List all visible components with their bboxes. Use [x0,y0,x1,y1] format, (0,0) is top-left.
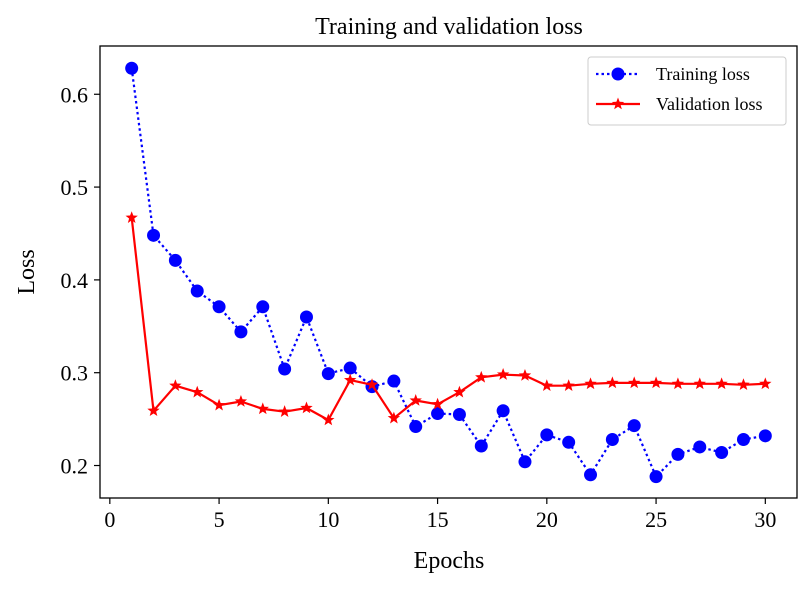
x-axis-label: Epochs [414,548,485,574]
validation-loss-point [518,368,532,381]
training-loss-point [540,428,554,442]
validation-loss-point [125,211,138,223]
validation-loss-point [453,385,466,398]
plot-marks [125,61,772,484]
training-loss-point [125,61,139,75]
training-loss-point [452,407,466,421]
x-tick-label: 25 [645,507,667,532]
validation-loss-point [191,385,204,398]
validation-loss-point [606,376,619,389]
validation-loss-line [130,217,766,422]
training-loss-point [190,284,204,298]
training-loss-point [584,468,598,482]
training-loss-point [671,447,685,461]
validation-loss-point [212,398,226,411]
validation-loss-point [737,378,750,391]
y-tick-label: 0.3 [61,361,89,386]
training-loss-point [168,253,182,267]
training-loss-point [605,433,619,447]
x-tick-label: 0 [104,507,115,532]
validation-loss-point [628,376,641,389]
training-loss-point [758,429,772,443]
legend-validation-marker [611,97,625,110]
x-axis-ticks: 0 5 10 15 20 25 30 [104,498,776,532]
y-tick-label: 0.4 [61,268,89,293]
training-loss-point [627,419,641,433]
validation-loss-point [475,370,488,383]
legend-training-marker [611,67,625,81]
plot-area-frame [99,45,798,499]
training-loss-point [278,362,292,376]
y-axis-label: Loss [14,249,40,294]
training-loss-point [736,433,750,447]
training-loss-point [387,374,401,388]
validation-loss-point [409,394,422,406]
training-loss-line [130,68,766,478]
training-loss-point [474,439,488,453]
training-loss-point [562,435,576,449]
legend-training-label: Training loss [656,64,750,84]
y-tick-label: 0.5 [61,175,89,200]
training-loss-point [431,407,445,421]
validation-loss-point [344,373,357,386]
validation-loss-point [256,402,269,415]
validation-loss-point [365,378,379,391]
training-loss-point [256,300,270,314]
training-loss-point [147,228,161,242]
validation-loss-point [322,413,335,426]
legend: Training loss Validation loss [587,56,787,126]
validation-loss-point [759,377,772,390]
training-loss-point [234,325,248,339]
validation-loss-point [169,379,182,391]
chart-title: Training and validation loss [315,14,583,40]
legend-box [587,56,787,126]
training-loss-point [343,361,357,375]
validation-loss-point [431,397,444,410]
training-loss-point [409,420,423,434]
x-tick-label: 30 [754,507,776,532]
validation-loss-point [496,368,510,380]
validation-loss-point [562,379,575,391]
training-loss-point [496,404,510,418]
y-tick-label: 0.6 [61,82,89,107]
validation-loss-point [234,394,248,407]
legend-validation-label: Validation loss [656,94,763,114]
validation-loss-point [693,377,706,390]
validation-loss-point [715,377,728,390]
training-loss-point [715,446,729,460]
validation-loss-point [540,379,553,391]
training-loss-point [299,310,313,324]
x-tick-label: 15 [427,507,449,532]
y-tick-label: 0.2 [61,454,89,479]
validation-loss-point [147,404,160,417]
training-loss-point [693,440,707,454]
training-loss-point [321,367,335,381]
validation-loss-point [278,405,291,417]
x-tick-label: 20 [536,507,558,532]
y-axis-ticks: 0.2 0.3 0.4 0.5 0.6 [61,82,100,479]
x-tick-label: 10 [317,507,339,532]
training-loss-point [518,455,532,469]
validation-loss-point [649,376,663,389]
x-tick-label: 5 [214,507,225,532]
training-loss-point [649,470,663,484]
training-loss-point [212,300,226,314]
validation-loss-point [584,377,597,390]
validation-loss-point [300,401,313,414]
validation-loss-point [671,377,685,390]
validation-loss-point [387,411,401,424]
